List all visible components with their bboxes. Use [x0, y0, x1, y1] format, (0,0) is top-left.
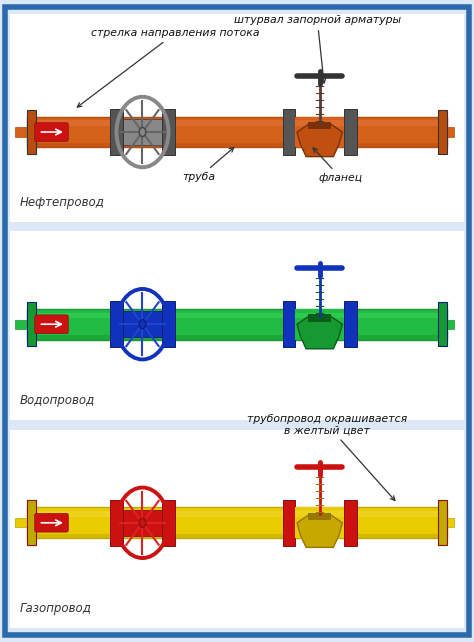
Polygon shape: [297, 125, 342, 157]
Bar: [309, 314, 331, 322]
Bar: [27, 507, 447, 538]
Text: Газопровод: Газопровод: [19, 602, 91, 616]
FancyBboxPatch shape: [35, 315, 68, 333]
Circle shape: [139, 128, 146, 137]
Bar: [15, 320, 27, 329]
Text: фланец: фланец: [313, 148, 363, 184]
Circle shape: [139, 518, 146, 527]
Bar: [15, 127, 27, 137]
Bar: [162, 499, 174, 546]
Bar: [27, 143, 447, 148]
Text: штурвал запорной арматуры: штурвал запорной арматуры: [234, 15, 401, 83]
Bar: [27, 511, 447, 517]
Bar: [295, 511, 344, 517]
Bar: [162, 301, 174, 347]
Bar: [10, 231, 464, 421]
Text: трубопровод окрашивается
в желтый цвет: трубопровод окрашивается в желтый цвет: [247, 413, 407, 501]
Bar: [309, 122, 331, 130]
Bar: [27, 110, 36, 154]
Bar: [438, 110, 447, 154]
Bar: [10, 430, 464, 629]
Bar: [10, 13, 464, 221]
Polygon shape: [297, 515, 342, 548]
Bar: [283, 109, 295, 155]
FancyBboxPatch shape: [35, 514, 68, 532]
Bar: [27, 309, 447, 340]
Bar: [447, 518, 455, 528]
Bar: [283, 499, 295, 546]
Bar: [123, 510, 162, 536]
Text: Водопровод: Водопровод: [19, 394, 95, 407]
Bar: [295, 309, 344, 340]
Bar: [27, 117, 447, 148]
Bar: [438, 302, 447, 347]
Bar: [295, 313, 344, 318]
Bar: [344, 109, 356, 155]
Bar: [295, 507, 344, 538]
Bar: [295, 117, 344, 148]
Bar: [344, 499, 356, 546]
Bar: [27, 534, 447, 538]
Text: Нефтепровод: Нефтепровод: [19, 196, 104, 209]
Bar: [344, 301, 356, 347]
Text: труба: труба: [182, 148, 234, 182]
Bar: [283, 301, 295, 347]
Polygon shape: [297, 317, 342, 349]
Bar: [27, 313, 447, 318]
Bar: [295, 121, 344, 126]
Bar: [123, 119, 162, 145]
Bar: [447, 320, 455, 329]
Bar: [110, 109, 123, 155]
Text: стрелка направления потока: стрелка направления потока: [77, 28, 260, 107]
Bar: [309, 512, 331, 520]
FancyBboxPatch shape: [35, 123, 68, 141]
Bar: [447, 127, 455, 137]
Bar: [27, 501, 36, 545]
Bar: [110, 499, 123, 546]
Bar: [438, 501, 447, 545]
Bar: [15, 518, 27, 528]
Bar: [110, 301, 123, 347]
Bar: [27, 335, 447, 340]
Circle shape: [139, 320, 146, 329]
Bar: [27, 121, 447, 126]
Bar: [123, 311, 162, 337]
Bar: [27, 302, 36, 347]
Bar: [162, 109, 174, 155]
